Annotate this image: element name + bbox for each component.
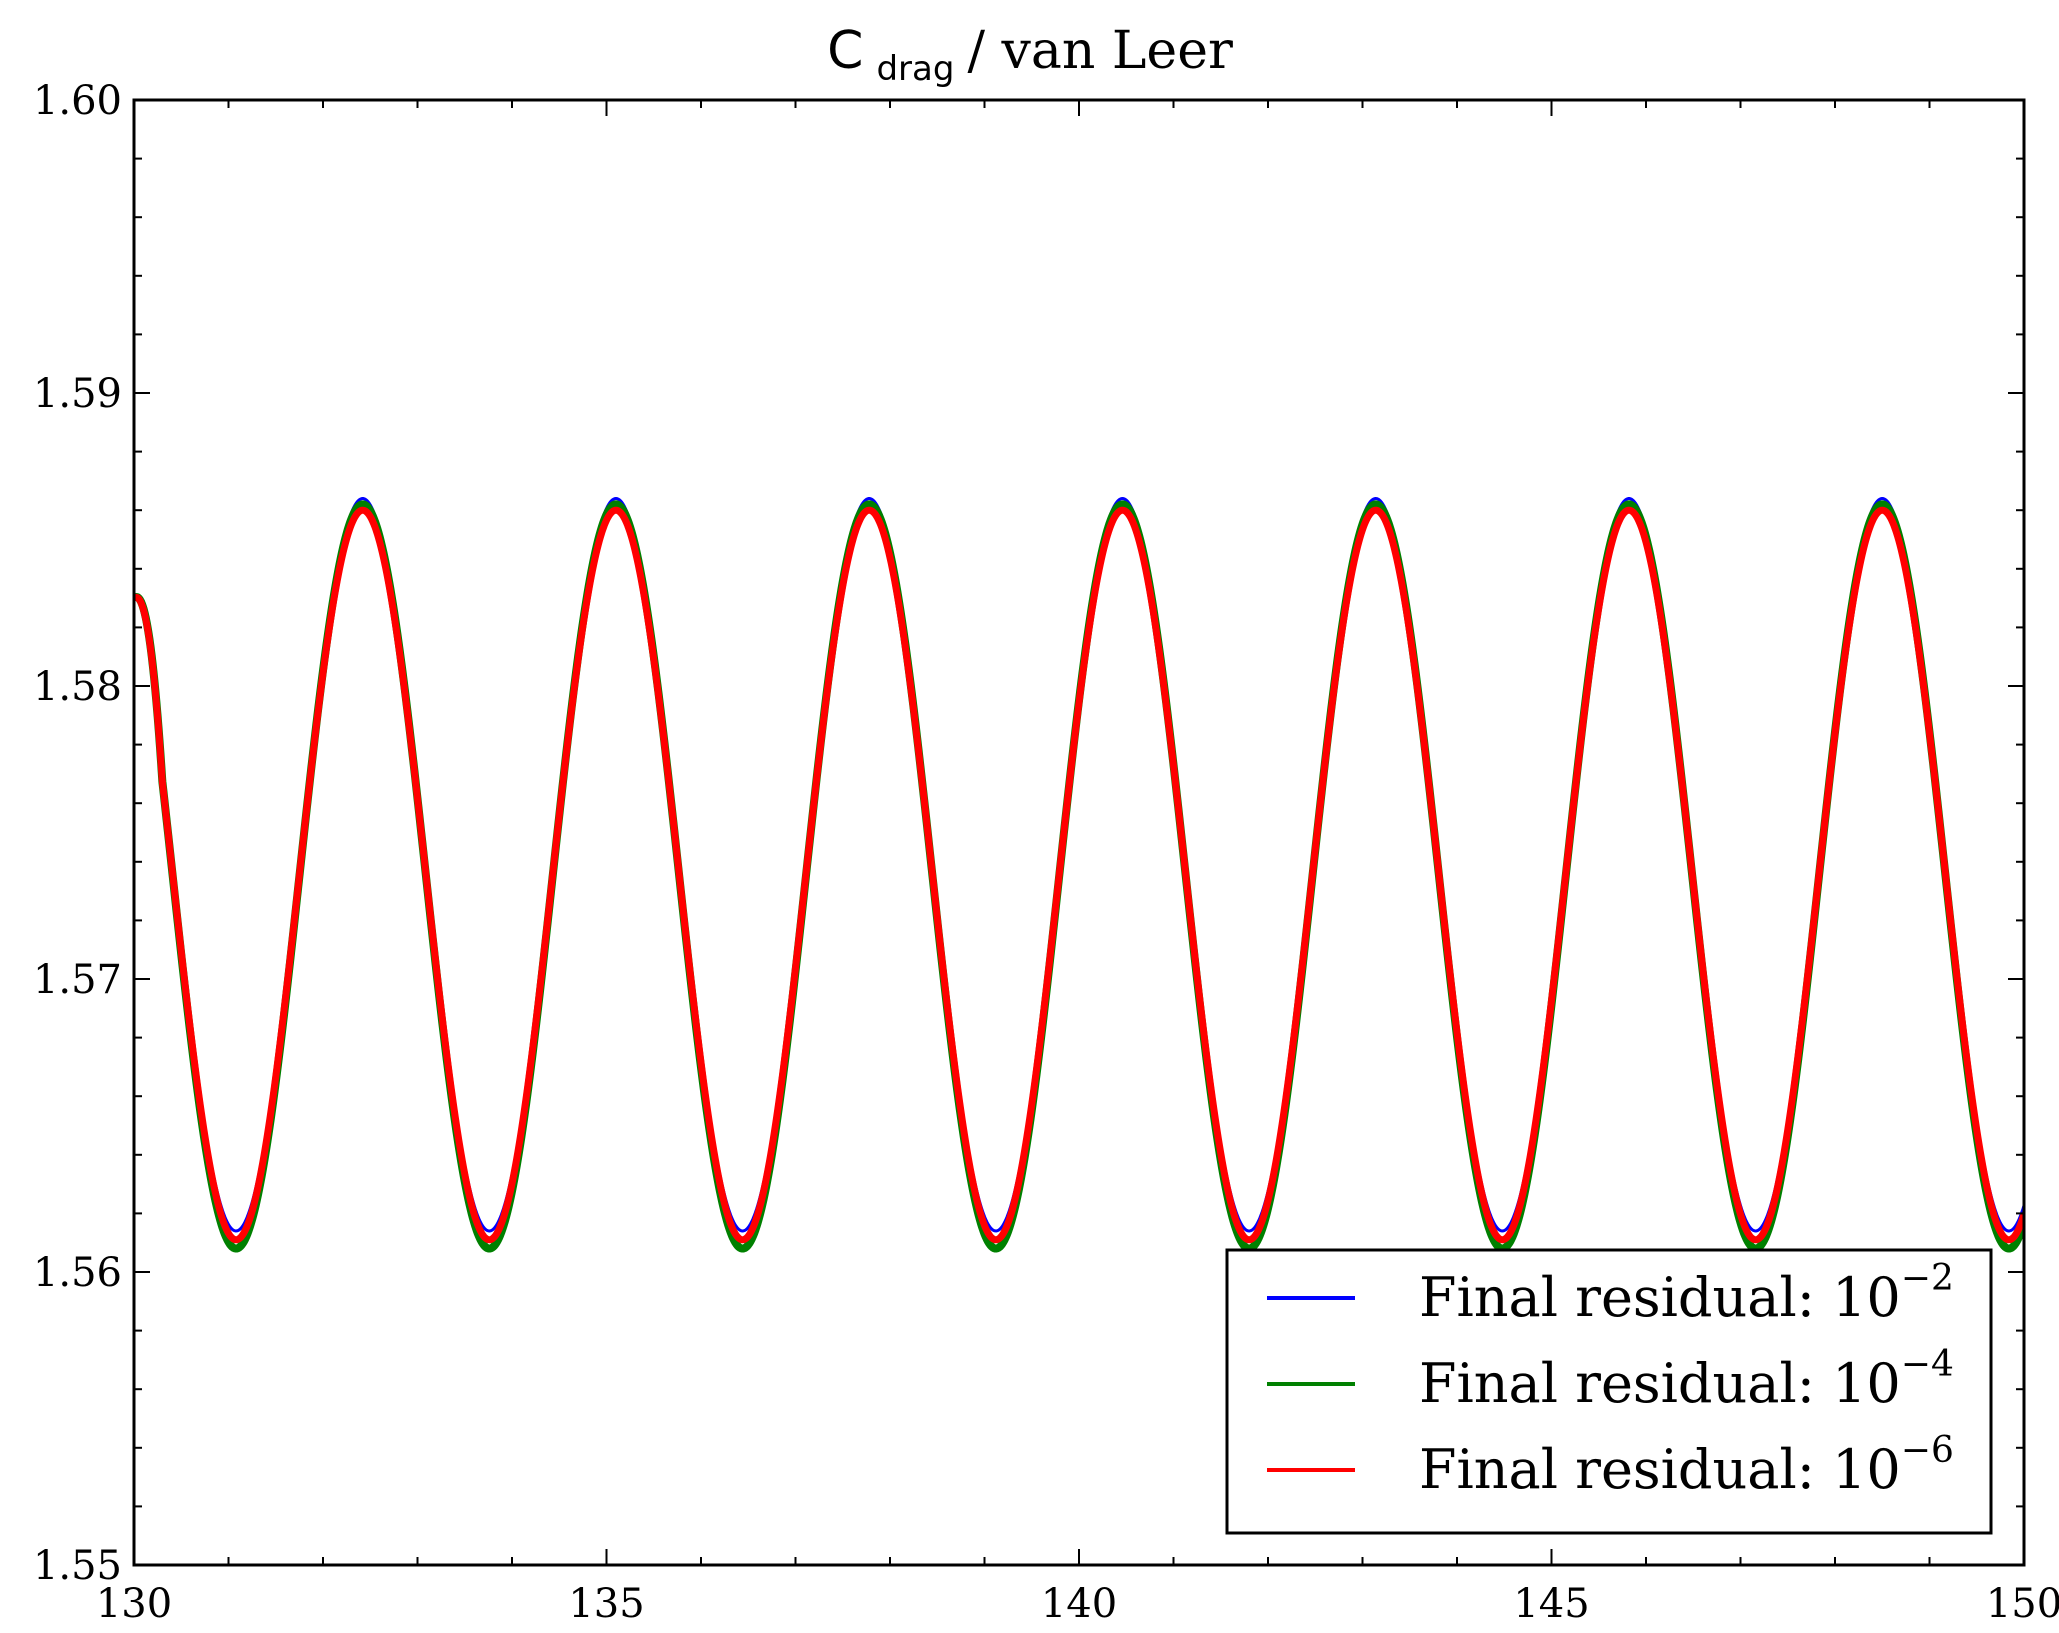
x-tick-label: 145 xyxy=(1513,1581,1589,1627)
title-symbol: C xyxy=(827,21,863,81)
series-line-blue xyxy=(134,496,2024,1233)
legend-label-text: Final residual: 10 xyxy=(1419,1266,1901,1329)
title-subscript: drag xyxy=(876,49,954,89)
chart-title: C drag / van Leer xyxy=(827,21,1233,92)
x-tick-label: 130 xyxy=(96,1581,172,1627)
series-line-green xyxy=(134,500,2024,1253)
series-line-red xyxy=(134,506,2024,1244)
ticks-layer: 130 135 140 145 150 1.55 1.56 1.57 1.58 1.59 1.60 xyxy=(33,78,2059,1627)
legend-label-text: Final residual: 10 xyxy=(1419,1438,1901,1501)
x-tick-label: 135 xyxy=(568,1581,644,1627)
y-tick-label: 1.59 xyxy=(33,371,122,417)
y-tick-label: 1.56 xyxy=(33,1250,122,1296)
legend-label-exponent: −4 xyxy=(1901,1344,1954,1385)
x-tick-label: 140 xyxy=(1041,1581,1117,1627)
y-tick-label: 1.58 xyxy=(33,664,122,710)
series-layer xyxy=(134,496,2024,1253)
y-tick-label: 1.57 xyxy=(33,957,122,1003)
legend-label-exponent: −2 xyxy=(1901,1258,1954,1299)
y-tick-label: 1.60 xyxy=(33,78,122,124)
legend-label-red: Final residual: 10−6 xyxy=(1419,1430,1954,1501)
x-tick-label: 150 xyxy=(1986,1581,2059,1627)
legend-label-blue: Final residual: 10−2 xyxy=(1419,1258,1954,1329)
legend-label-exponent: −6 xyxy=(1901,1430,1954,1471)
legend-label-green: Final residual: 10−4 xyxy=(1419,1344,1954,1415)
y-tick-label: 1.55 xyxy=(33,1543,122,1589)
title-rest: / van Leer xyxy=(967,21,1233,81)
legend-label-text: Final residual: 10 xyxy=(1419,1352,1901,1415)
